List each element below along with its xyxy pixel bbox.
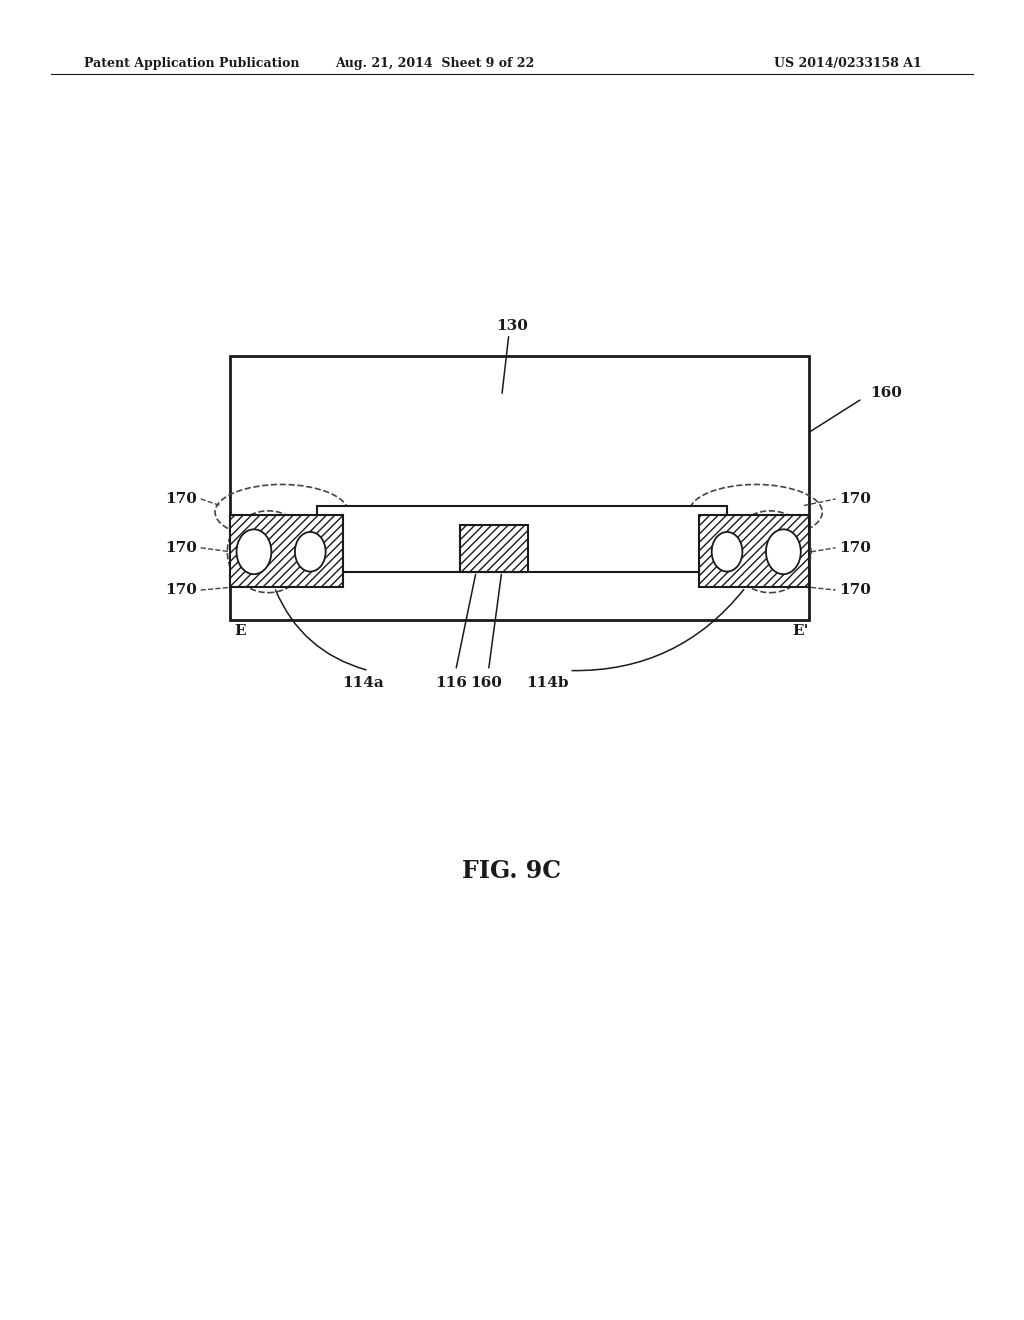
Circle shape xyxy=(766,529,801,574)
Text: Aug. 21, 2014  Sheet 9 of 22: Aug. 21, 2014 Sheet 9 of 22 xyxy=(336,57,535,70)
Text: 170: 170 xyxy=(165,583,197,597)
Text: 116: 116 xyxy=(435,676,468,690)
Text: FIG. 9C: FIG. 9C xyxy=(463,859,561,883)
Text: 114a: 114a xyxy=(343,676,384,690)
Bar xyxy=(699,515,809,587)
Text: 160: 160 xyxy=(870,387,902,400)
Bar xyxy=(230,515,343,587)
Bar xyxy=(230,356,809,620)
Bar xyxy=(317,506,727,572)
Text: 170: 170 xyxy=(840,583,871,597)
Text: 170: 170 xyxy=(165,492,197,506)
Text: 130: 130 xyxy=(496,318,528,333)
Text: E': E' xyxy=(793,624,809,639)
Text: Patent Application Publication: Patent Application Publication xyxy=(84,57,299,70)
Circle shape xyxy=(295,532,326,572)
Bar xyxy=(460,525,528,572)
Text: 170: 170 xyxy=(840,492,871,506)
Text: 114b: 114b xyxy=(526,676,569,690)
Text: 160: 160 xyxy=(470,676,503,690)
Text: US 2014/0233158 A1: US 2014/0233158 A1 xyxy=(774,57,922,70)
Circle shape xyxy=(712,532,742,572)
Circle shape xyxy=(237,529,271,574)
Text: 170: 170 xyxy=(165,541,197,554)
Text: E: E xyxy=(233,624,246,639)
Text: 170: 170 xyxy=(840,541,871,554)
